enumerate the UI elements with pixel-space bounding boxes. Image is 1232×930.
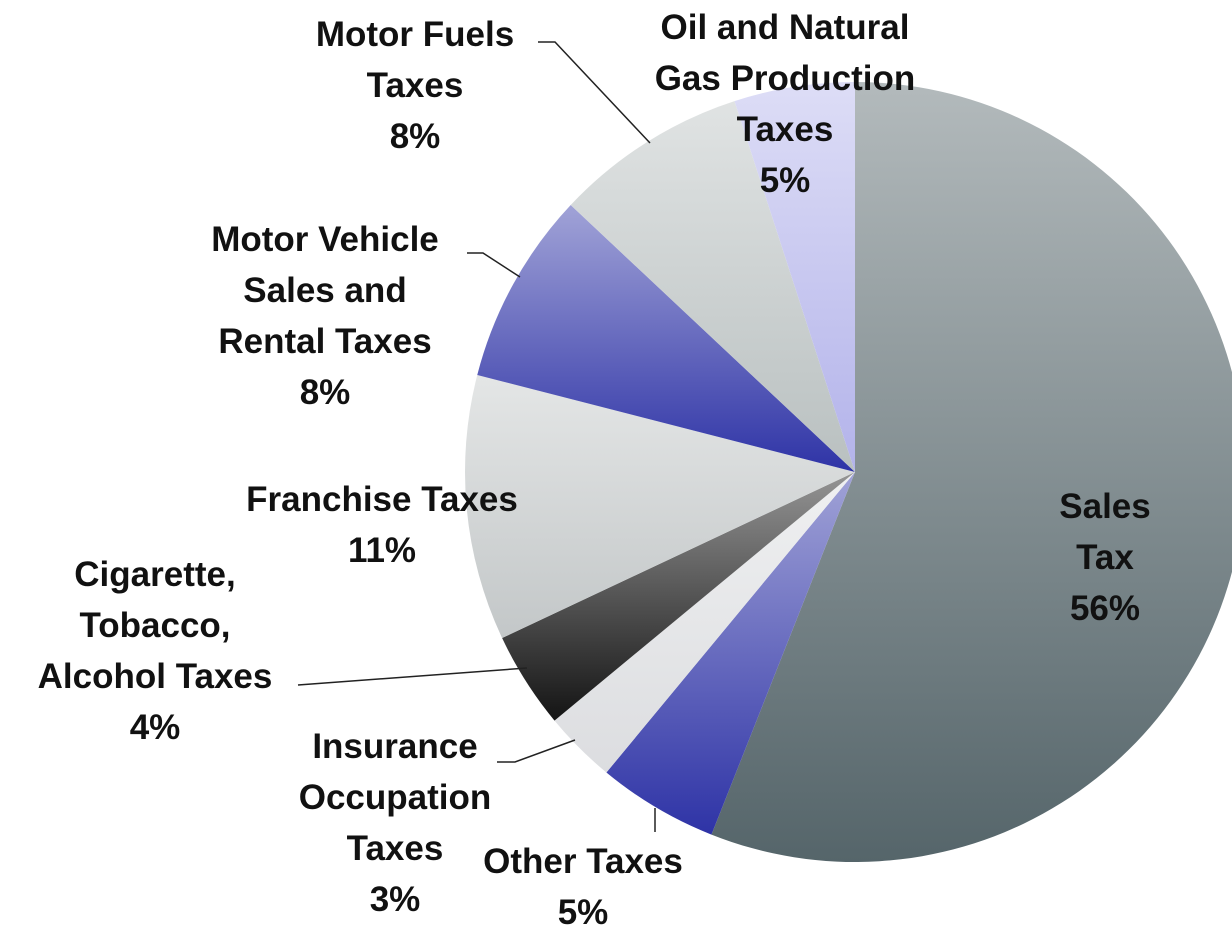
slice-name: Cigarette, Tobacco, Alcohol Taxes [37,555,273,696]
pie-slice [502,472,855,721]
slice-label: Motor Vehicle Sales and Rental Taxes 8% [211,214,439,418]
slice-value: 5% [557,893,609,930]
pie-slice [734,82,855,472]
slice-name: Insurance Occupation Taxes [298,727,492,868]
slice-name: Other Taxes [483,842,683,881]
slice-name: Oil and Natural Gas Production Taxes [654,8,916,149]
slice-label: Insurance Occupation Taxes 3% [299,721,492,925]
slice-value: 4% [129,708,181,747]
slice-value: 56% [1069,589,1141,628]
slice-value: 8% [299,373,351,412]
slice-label: Motor Fuels Taxes 8% [316,9,514,162]
pie-slice [465,375,855,639]
slice-label: Franchise Taxes 11% [246,474,518,576]
pie-slice [554,472,855,773]
slice-label: Sales Tax 56% [1042,481,1169,634]
leader-line [497,739,576,763]
slice-name: Sales Tax [1059,487,1151,577]
slice-value: 8% [389,117,441,156]
pie-slice [570,101,855,473]
pie-slice [711,82,1232,862]
leader-line [538,41,651,144]
slice-name: Motor Fuels Taxes [315,15,515,105]
slice-value: 11% [347,531,417,570]
leader-line [297,667,528,686]
slice-name: Motor Vehicle Sales and Rental Taxes [211,220,439,361]
slice-name: Franchise Taxes [246,480,518,519]
slice-value: 3% [369,880,421,919]
leader-line [467,252,521,278]
slice-label: Oil and Natural Gas Production Taxes 5% [655,2,916,206]
slice-label: Other Taxes 5% [483,836,683,930]
pie-slice [606,472,855,835]
slice-label: Cigarette, Tobacco, Alcohol Taxes 4% [38,549,273,753]
pie-slice [477,205,855,473]
slice-value: 5% [759,161,811,200]
